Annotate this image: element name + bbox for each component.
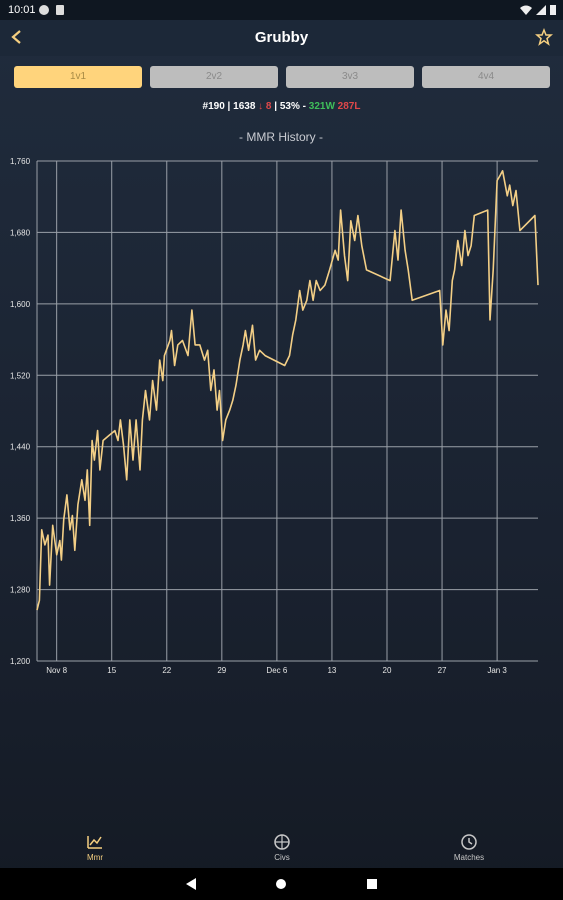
nav-icon [274,834,290,850]
stat-part: | 53% - [271,101,309,112]
mode-tab[interactable]: 3v3 [286,66,414,88]
nav-item[interactable]: Matches [429,828,509,862]
y-tick-label: 1,680 [10,228,31,237]
nav-label: Mmr [87,853,103,862]
stat-part: 287L [334,101,361,112]
status-bar: 10:01 [0,0,563,20]
nav-icon [461,834,477,850]
mmr-chart: - MMR History - 1,200 1,280 1,360 1,440 1,52… [10,130,539,675]
y-tick-label: 1,360 [10,514,31,523]
x-tick-label: Nov 8 [46,666,67,675]
mode-tab[interactable]: 2v2 [150,66,278,88]
stat-part: 321W [308,101,335,112]
header-title: Grubby [254,29,309,46]
nav-recents[interactable] [367,879,377,889]
nav-label: Civs [274,853,290,862]
x-tick-label: Dec 6 [266,666,287,675]
mode-tab[interactable]: 1v1 [14,66,142,88]
favorite-button[interactable] [535,28,553,46]
y-tick-label: 1,760 [10,157,31,166]
y-tick-label: 1,280 [10,586,31,595]
nav-icon [87,836,102,849]
app-header: Grubby [0,20,563,56]
mmr-line [36,170,539,611]
status-icons [39,5,64,15]
chart-title: - MMR History - [239,130,323,144]
y-tick-label: 1,440 [10,443,31,452]
mode-tabs: 1v1 2v2 3v3 4v4 [14,66,550,88]
y-tick-label: 1,600 [10,300,31,309]
nav-item[interactable]: Mmr [55,828,135,862]
x-tick-label: 13 [327,666,336,675]
nav-back[interactable] [186,878,196,890]
status-time: 10:01 [8,4,36,16]
x-tick-label: 20 [383,666,392,675]
x-tick-label: 27 [438,666,447,675]
stat-part: #190 | 1638 [202,101,259,112]
stat-part: ↓ 8 [258,101,272,112]
bottom-nav: Mmr Civs Matches [0,828,563,868]
status-system-icons [520,5,556,15]
y-tick-label: 1,520 [10,371,31,380]
mode-tab[interactable]: 4v4 [422,66,550,88]
nav-label: Matches [453,853,485,862]
x-tick-label: Jan 3 [487,666,507,675]
system-nav [0,868,563,900]
nav-item[interactable]: Civs [242,828,322,862]
back-button[interactable] [8,28,26,46]
x-tick-label: 15 [107,666,116,675]
player-stats: #190 | 1638 ↓ 8 | 53% - 321W 287L [0,101,563,112]
system-nav-buttons [186,878,377,890]
nav-home[interactable] [276,879,286,889]
y-tick-label: 1,200 [10,657,31,666]
x-tick-label: 29 [217,666,226,675]
x-tick-label: 22 [162,666,171,675]
